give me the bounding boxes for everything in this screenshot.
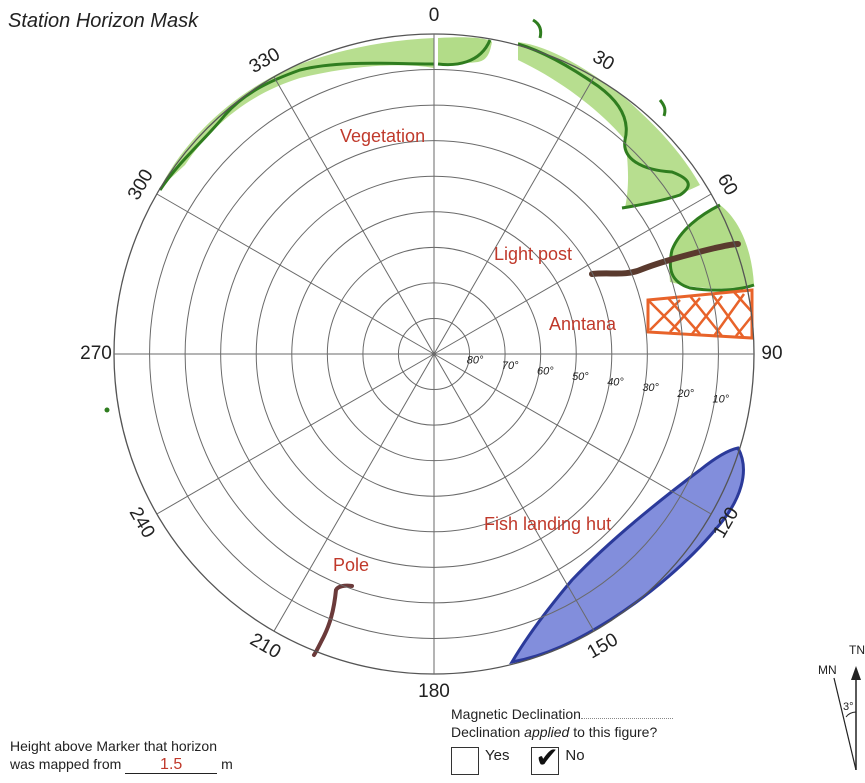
azimuth-spoke — [433, 353, 712, 515]
tn-label: TN — [849, 643, 865, 657]
magnetic-north-line — [833, 677, 857, 770]
azimuth-label: 90 — [761, 343, 782, 364]
azimuth-label: 30 — [589, 46, 618, 75]
declination-question: Declination applied to this figure? — [451, 723, 673, 741]
height-above-marker: Height above Marker that horizon was map… — [10, 737, 233, 774]
azimuth-label: 330 — [246, 44, 284, 78]
pole-label: Pole — [333, 555, 369, 575]
pole-obstruction — [312, 583, 354, 657]
antenna-obstruction — [646, 288, 754, 340]
yes-checkbox[interactable] — [451, 747, 479, 775]
mn-label: MN — [818, 663, 837, 677]
true-north-arrow-icon — [851, 666, 861, 680]
elevation-label: 10° — [713, 393, 730, 405]
north-compass: TN MN 3° — [818, 643, 865, 770]
azimuth-spoke — [433, 353, 595, 632]
vegetation-label: Vegetation — [340, 126, 425, 146]
polar-grid — [113, 33, 755, 675]
declination-section: Magnetic Declination Declination applied… — [451, 705, 673, 775]
elevation-label: 70° — [502, 360, 519, 372]
elevation-label: 30° — [642, 382, 659, 394]
elevation-label: 20° — [676, 388, 694, 400]
height-line1: Height above Marker that horizon — [10, 738, 217, 754]
declination-value-field[interactable] — [580, 706, 673, 719]
fish-landing-hut-obstruction — [509, 446, 745, 665]
declination-question-prefix: Declination — [451, 724, 525, 740]
declination-label: Magnetic Declination — [451, 706, 581, 722]
elevation-label: 50° — [572, 371, 589, 383]
light-post-obstruction — [589, 241, 741, 277]
azimuth-label: 300 — [124, 166, 158, 204]
azimuth-spoke — [273, 353, 435, 632]
no-label: No — [565, 747, 585, 764]
azimuth-spoke — [433, 193, 712, 355]
azimuth-spoke — [433, 76, 595, 355]
declination-angle-label: 3° — [843, 701, 854, 713]
diagram-title: Station Horizon Mask — [8, 10, 199, 32]
declination-arc — [845, 711, 857, 718]
fish-landing-hut-label: Fish landing hut — [484, 514, 611, 534]
azimuth-label: 60 — [713, 170, 742, 199]
azimuth-spoke — [156, 193, 435, 355]
azimuth-spoke — [156, 353, 435, 515]
checkmark-icon: ✔ — [535, 742, 559, 773]
azimuth-label: 0 — [429, 5, 440, 26]
light-post-label: Light post — [494, 244, 572, 264]
azimuth-label: 270 — [80, 343, 112, 364]
declination-question-suffix: to this figure? — [569, 724, 658, 740]
height-value[interactable]: 1.5 — [125, 757, 218, 774]
elevation-label: 40° — [607, 377, 624, 389]
elevation-labels: 80° 70° 60° 50° 40° 30° 20° 10° — [467, 354, 730, 405]
height-line2-prefix: was mapped from — [10, 756, 122, 772]
azimuth-spoke — [273, 76, 435, 355]
elevation-label: 80° — [467, 354, 484, 366]
yes-label: Yes — [485, 747, 510, 764]
no-checkbox[interactable]: ✔ — [531, 742, 560, 775]
azimuth-label: 180 — [418, 681, 450, 702]
antenna-label: Anntana — [549, 314, 617, 334]
elevation-label: 60° — [537, 366, 554, 378]
declination-question-emph: applied — [524, 724, 570, 740]
height-unit: m — [221, 756, 233, 772]
